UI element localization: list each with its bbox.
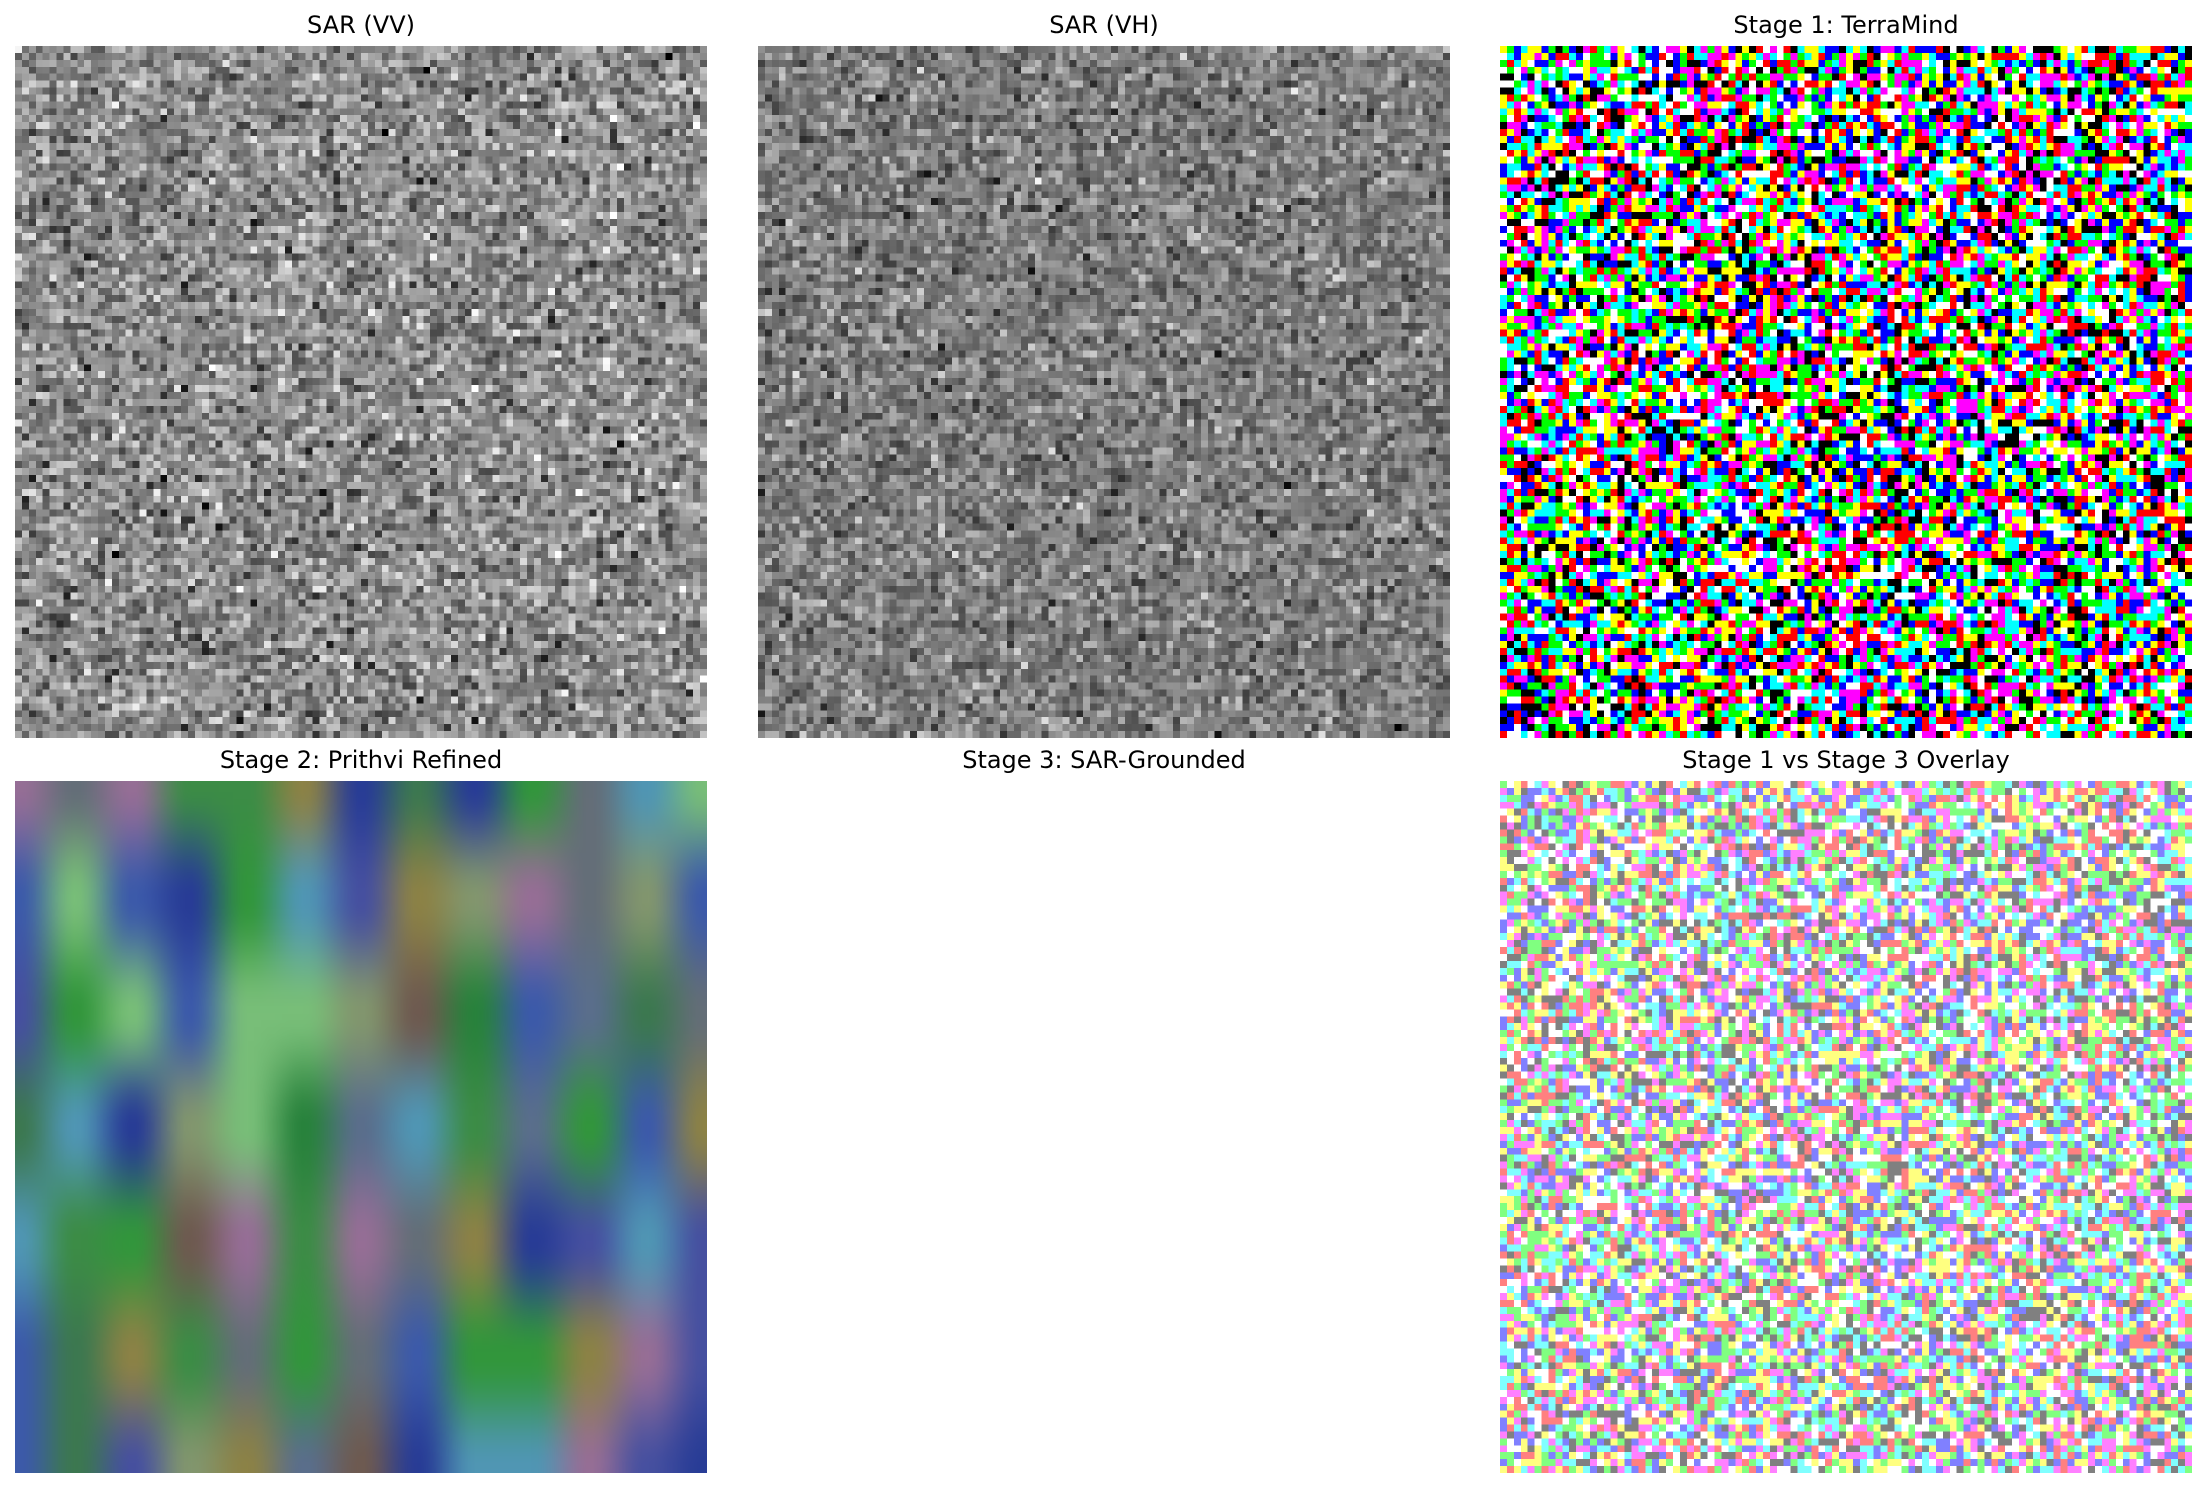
overlay-image [1500,781,2192,1473]
sar-vv-image [15,46,707,738]
stage2-image [15,781,707,1473]
panel-title: Stage 3: SAR-Grounded [962,746,1246,774]
stage3-empty-area [758,781,1450,1473]
panel-title: Stage 2: Prithvi Refined [219,746,503,774]
sar-vh-image [758,46,1450,738]
panel-title: SAR (VH) [1049,11,1159,39]
stage1-image [1500,46,2192,738]
panel-title: Stage 1: TerraMind [1733,11,1959,39]
panel-title: SAR (VV) [307,11,415,39]
panel-title: Stage 1 vs Stage 3 Overlay [1682,746,2010,774]
